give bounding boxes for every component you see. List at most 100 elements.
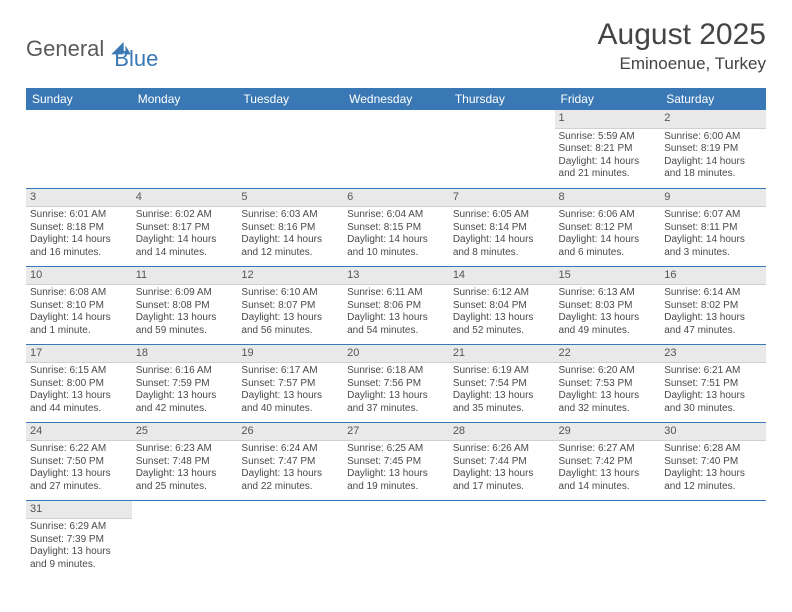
calendar-day-cell xyxy=(26,110,132,188)
daylight-line-1: Daylight: 14 hours xyxy=(347,234,445,247)
day-details: Sunrise: 6:14 AMSunset: 8:02 PMDaylight:… xyxy=(660,285,766,341)
daylight-line-1: Daylight: 14 hours xyxy=(30,312,128,325)
daylight-line-2: and 37 minutes. xyxy=(347,403,445,416)
calendar-day-cell: 4Sunrise: 6:02 AMSunset: 8:17 PMDaylight… xyxy=(132,188,238,266)
weekday-header: Friday xyxy=(555,88,661,110)
day-details: Sunrise: 6:29 AMSunset: 7:39 PMDaylight:… xyxy=(26,519,132,575)
day-details: Sunrise: 6:23 AMSunset: 7:48 PMDaylight:… xyxy=(132,441,238,497)
sunset-line: Sunset: 7:47 PM xyxy=(241,456,339,469)
sunset-line: Sunset: 8:16 PM xyxy=(241,222,339,235)
daylight-line-2: and 6 minutes. xyxy=(559,247,657,260)
day-details: Sunrise: 6:25 AMSunset: 7:45 PMDaylight:… xyxy=(343,441,449,497)
daylight-line-2: and 19 minutes. xyxy=(347,481,445,494)
daylight-line-1: Daylight: 13 hours xyxy=(453,468,551,481)
sunrise-line: Sunrise: 6:04 AM xyxy=(347,209,445,222)
sunrise-line: Sunrise: 6:12 AM xyxy=(453,287,551,300)
calendar-week-row: 31Sunrise: 6:29 AMSunset: 7:39 PMDayligh… xyxy=(26,500,766,578)
sunrise-line: Sunrise: 6:20 AM xyxy=(559,365,657,378)
sunrise-line: Sunrise: 6:00 AM xyxy=(664,131,762,144)
day-number: 15 xyxy=(555,267,661,286)
calendar-day-cell: 1Sunrise: 5:59 AMSunset: 8:21 PMDaylight… xyxy=(555,110,661,188)
daylight-line-1: Daylight: 13 hours xyxy=(241,390,339,403)
day-number: 18 xyxy=(132,345,238,364)
calendar-day-cell: 11Sunrise: 6:09 AMSunset: 8:08 PMDayligh… xyxy=(132,266,238,344)
sunset-line: Sunset: 7:45 PM xyxy=(347,456,445,469)
daylight-line-2: and 22 minutes. xyxy=(241,481,339,494)
sunset-line: Sunset: 8:04 PM xyxy=(453,300,551,313)
day-details: Sunrise: 6:21 AMSunset: 7:51 PMDaylight:… xyxy=(660,363,766,419)
day-number: 20 xyxy=(343,345,449,364)
daylight-line-1: Daylight: 13 hours xyxy=(559,468,657,481)
sunset-line: Sunset: 7:40 PM xyxy=(664,456,762,469)
day-number: 11 xyxy=(132,267,238,286)
calendar-day-cell: 19Sunrise: 6:17 AMSunset: 7:57 PMDayligh… xyxy=(237,344,343,422)
daylight-line-1: Daylight: 14 hours xyxy=(664,234,762,247)
sunrise-line: Sunrise: 6:07 AM xyxy=(664,209,762,222)
calendar-day-cell: 2Sunrise: 6:00 AMSunset: 8:19 PMDaylight… xyxy=(660,110,766,188)
weekday-header: Sunday xyxy=(26,88,132,110)
sunrise-line: Sunrise: 5:59 AM xyxy=(559,131,657,144)
day-details: Sunrise: 6:15 AMSunset: 8:00 PMDaylight:… xyxy=(26,363,132,419)
day-details: Sunrise: 6:12 AMSunset: 8:04 PMDaylight:… xyxy=(449,285,555,341)
day-number: 13 xyxy=(343,267,449,286)
daylight-line-2: and 3 minutes. xyxy=(664,247,762,260)
sunset-line: Sunset: 7:48 PM xyxy=(136,456,234,469)
daylight-line-2: and 12 minutes. xyxy=(241,247,339,260)
calendar-week-row: 3Sunrise: 6:01 AMSunset: 8:18 PMDaylight… xyxy=(26,188,766,266)
day-details: Sunrise: 6:17 AMSunset: 7:57 PMDaylight:… xyxy=(237,363,343,419)
day-number: 27 xyxy=(343,423,449,442)
calendar-day-cell: 28Sunrise: 6:26 AMSunset: 7:44 PMDayligh… xyxy=(449,422,555,500)
sunrise-line: Sunrise: 6:15 AM xyxy=(30,365,128,378)
daylight-line-1: Daylight: 13 hours xyxy=(559,390,657,403)
day-number: 7 xyxy=(449,189,555,208)
daylight-line-1: Daylight: 14 hours xyxy=(241,234,339,247)
daylight-line-2: and 10 minutes. xyxy=(347,247,445,260)
day-number: 9 xyxy=(660,189,766,208)
calendar-day-cell: 25Sunrise: 6:23 AMSunset: 7:48 PMDayligh… xyxy=(132,422,238,500)
day-number: 2 xyxy=(660,110,766,129)
day-details: Sunrise: 6:01 AMSunset: 8:18 PMDaylight:… xyxy=(26,207,132,263)
daylight-line-1: Daylight: 13 hours xyxy=(664,468,762,481)
sunset-line: Sunset: 7:56 PM xyxy=(347,378,445,391)
calendar-day-cell xyxy=(237,110,343,188)
sunrise-line: Sunrise: 6:11 AM xyxy=(347,287,445,300)
daylight-line-2: and 25 minutes. xyxy=(136,481,234,494)
sunrise-line: Sunrise: 6:21 AM xyxy=(664,365,762,378)
sunset-line: Sunset: 8:02 PM xyxy=(664,300,762,313)
sunset-line: Sunset: 7:54 PM xyxy=(453,378,551,391)
calendar-day-cell: 7Sunrise: 6:05 AMSunset: 8:14 PMDaylight… xyxy=(449,188,555,266)
day-number: 1 xyxy=(555,110,661,129)
sunset-line: Sunset: 8:10 PM xyxy=(30,300,128,313)
day-details: Sunrise: 6:13 AMSunset: 8:03 PMDaylight:… xyxy=(555,285,661,341)
sunrise-line: Sunrise: 6:24 AM xyxy=(241,443,339,456)
logo-text-blue: Blue xyxy=(114,26,158,72)
day-details: Sunrise: 6:08 AMSunset: 8:10 PMDaylight:… xyxy=(26,285,132,341)
sunset-line: Sunset: 8:19 PM xyxy=(664,143,762,156)
day-details: Sunrise: 6:18 AMSunset: 7:56 PMDaylight:… xyxy=(343,363,449,419)
title-block: August 2025 Eminoenue, Turkey xyxy=(598,18,766,74)
weekday-header: Saturday xyxy=(660,88,766,110)
daylight-line-1: Daylight: 13 hours xyxy=(453,390,551,403)
calendar-day-cell: 27Sunrise: 6:25 AMSunset: 7:45 PMDayligh… xyxy=(343,422,449,500)
calendar-day-cell xyxy=(343,500,449,578)
day-number: 12 xyxy=(237,267,343,286)
day-details: Sunrise: 6:02 AMSunset: 8:17 PMDaylight:… xyxy=(132,207,238,263)
daylight-line-2: and 12 minutes. xyxy=(664,481,762,494)
daylight-line-2: and 14 minutes. xyxy=(136,247,234,260)
daylight-line-2: and 44 minutes. xyxy=(30,403,128,416)
sunset-line: Sunset: 8:17 PM xyxy=(136,222,234,235)
day-number: 16 xyxy=(660,267,766,286)
day-details: Sunrise: 6:22 AMSunset: 7:50 PMDaylight:… xyxy=(26,441,132,497)
sunrise-line: Sunrise: 6:19 AM xyxy=(453,365,551,378)
calendar-day-cell xyxy=(237,500,343,578)
calendar-day-cell xyxy=(555,500,661,578)
daylight-line-1: Daylight: 14 hours xyxy=(559,156,657,169)
calendar-week-row: 17Sunrise: 6:15 AMSunset: 8:00 PMDayligh… xyxy=(26,344,766,422)
sunrise-line: Sunrise: 6:08 AM xyxy=(30,287,128,300)
daylight-line-2: and 9 minutes. xyxy=(30,559,128,572)
day-number: 31 xyxy=(26,501,132,520)
sunrise-line: Sunrise: 6:17 AM xyxy=(241,365,339,378)
sunrise-line: Sunrise: 6:22 AM xyxy=(30,443,128,456)
sunrise-line: Sunrise: 6:25 AM xyxy=(347,443,445,456)
sunset-line: Sunset: 7:50 PM xyxy=(30,456,128,469)
